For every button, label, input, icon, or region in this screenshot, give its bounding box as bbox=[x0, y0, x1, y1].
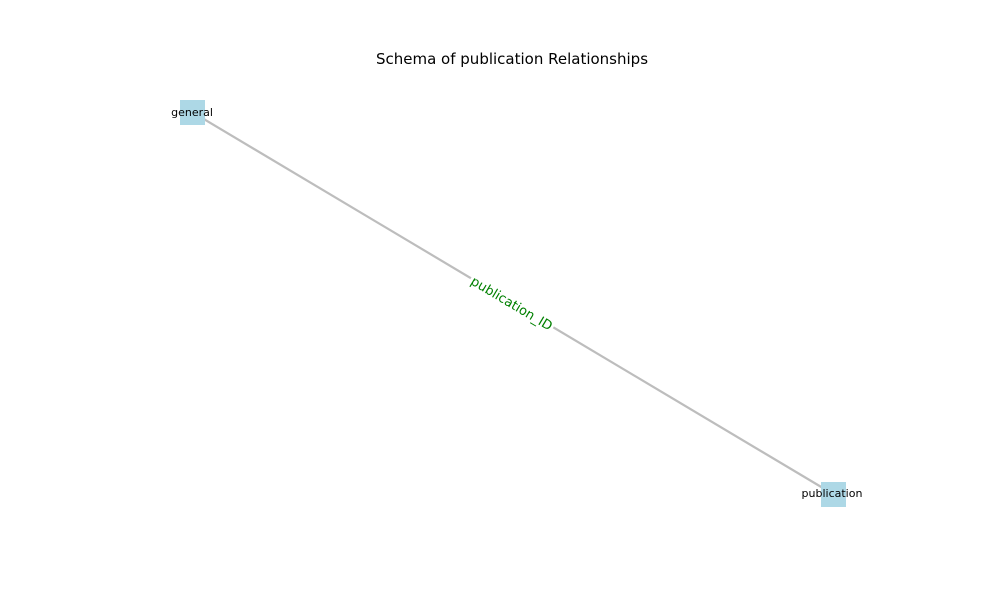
node-label: publication bbox=[802, 487, 863, 500]
edge-label: publication_ID bbox=[468, 274, 555, 334]
edge-general-publication: publication_ID bbox=[191, 111, 834, 495]
node-label: general bbox=[171, 106, 213, 119]
node-publication: publication bbox=[802, 482, 863, 507]
diagram-title: Schema of publication Relationships bbox=[376, 50, 648, 68]
node-box bbox=[821, 482, 846, 507]
edge-label-background bbox=[465, 269, 559, 337]
node-box bbox=[180, 100, 205, 125]
node-general: general bbox=[171, 100, 213, 125]
